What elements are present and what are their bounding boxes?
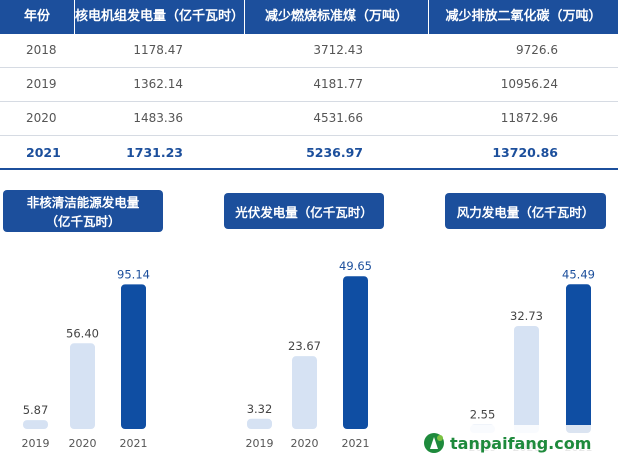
chart-title-line: 非核清洁能源发电量 [26,195,140,210]
bar-2019 [247,418,272,429]
watermark-svg: tanpaifang.com [422,425,618,461]
bar-2020 [514,325,539,433]
cell-year: 2018 [26,43,57,57]
cell-year: 2020 [26,111,57,125]
x-tick-label: 2020 [69,437,97,450]
header-coal-saved: 减少燃烧标准煤（万吨） [245,0,429,34]
bar-chart-nonnuclear: 5.87 2019 56.40 2020 95.14 2021 [22,267,150,450]
x-tick-label: 2019 [246,437,274,450]
bar-2021 [343,276,368,429]
cell-year: 2019 [26,77,57,91]
leaf-logo-icon [424,433,444,453]
cell-year: 2021 [26,145,61,160]
table-header: 年份 核电机组发电量（亿千瓦时） 减少燃烧标准煤（万吨） 减少排放二氧化碳（万吨… [0,0,618,34]
cell-nuclear-output: 1362.14 [133,77,183,91]
x-tick-label: 2020 [291,437,319,450]
table-row: 2018 1178.47 3712.43 9726.6 [0,34,618,68]
data-label: 3.32 [247,402,273,416]
x-tick-label: 2019 [22,437,50,450]
header-nuclear-output: 核电机组发电量（亿千瓦时） [75,0,245,34]
chart-title-line: 光伏发电量（亿千瓦时） [235,204,373,220]
x-tick-label: 2021 [342,437,370,450]
cell-nuclear-output: 1731.23 [126,145,183,160]
bar-chart-solar: 3.32 2019 23.67 2020 49.65 2021 [246,259,372,450]
cell-co2-reduced: 9726.6 [516,43,558,57]
watermark-logo: tanpaifang.com [422,425,618,461]
table-row: 2019 1362.14 4181.77 10956.24 [0,68,618,102]
chart-title: 光伏发电量（亿千瓦时） [224,193,384,229]
cell-co2-reduced: 10956.24 [500,77,558,91]
header-co2-reduced: 减少排放二氧化碳（万吨） [429,0,618,34]
chart-title: 风力发电量（亿千瓦时） [445,193,606,229]
data-label: 2.55 [470,408,496,422]
chart-title-line: 风力发电量（亿千瓦时） [456,204,595,220]
cell-nuclear-output: 1483.36 [133,111,183,125]
cell-coal-saved: 4531.66 [313,111,363,125]
data-label: 5.87 [23,403,49,417]
bar-2021 [121,284,146,429]
cell-coal-saved: 5236.97 [306,145,363,160]
data-label: 49.65 [339,259,372,273]
chart-title: 非核清洁能源发电量 （亿千瓦时） [3,190,163,232]
bar-2021 [566,284,591,433]
bar-2019 [23,420,48,429]
data-label: 32.73 [510,309,543,323]
chart-title-line: （亿千瓦时） [45,214,121,229]
table-row-highlight: 2021 1731.23 5236.97 13720.86 [0,136,618,170]
header-year: 年份 [0,0,75,34]
data-label: 95.14 [117,267,150,281]
data-label: 56.40 [66,326,99,340]
bar-2020 [70,343,95,429]
chart-panel-wind: 风力发电量（亿千瓦时） 2.55201932.73202045.492021 [433,186,617,461]
cell-co2-reduced: 11872.96 [500,111,558,125]
bar-2020 [292,356,317,429]
watermark-text: tanpaifang.com [450,434,591,453]
chart-panel-nonnuclear: 非核清洁能源发电量 （亿千瓦时） 5.87 2019 56.40 2020 95.14 2… [3,186,187,461]
table-row: 2020 1483.36 4531.66 11872.96 [0,102,618,136]
cell-coal-saved: 4181.77 [313,77,363,91]
data-label: 23.67 [288,339,321,353]
cell-nuclear-output: 1178.47 [133,43,183,57]
data-label: 45.49 [562,267,595,281]
cell-coal-saved: 3712.43 [313,43,363,57]
cell-co2-reduced: 13720.86 [492,145,558,160]
x-tick-label: 2021 [120,437,148,450]
chart-panel-solar: 光伏发电量（亿千瓦时） 3.32 2019 23.67 2020 49.65 2021 [222,186,406,461]
